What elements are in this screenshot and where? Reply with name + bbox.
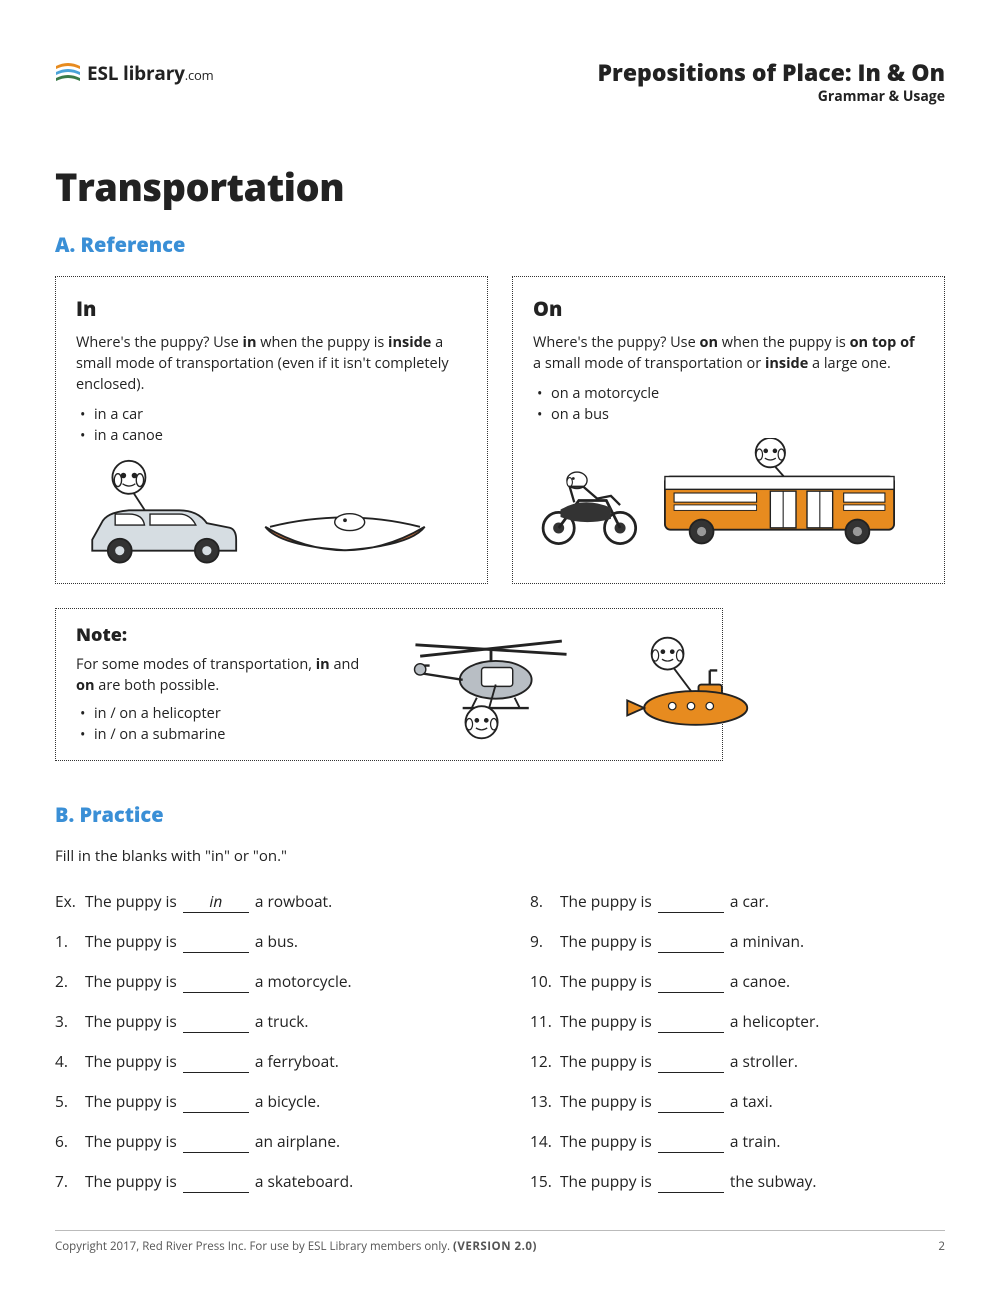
on-body: Where's the puppy? Use on when the puppy… — [533, 332, 924, 374]
page-header: ESL library.com Prepositions of Place: I… — [55, 60, 945, 106]
on-list: on a motorcycle on a bus — [533, 384, 924, 424]
blank-input[interactable] — [183, 970, 249, 993]
practice-item: 5.The puppy is a bicycle. — [55, 1090, 470, 1113]
list-item: on a motorcycle — [551, 384, 924, 403]
note-list: in / on a helicopter in / on a submarine — [76, 704, 376, 744]
practice-intro: Fill in the blanks with "in" or "on." — [55, 846, 945, 866]
reference-row: In Where's the puppy? Use in when the pu… — [55, 276, 945, 584]
blank-input[interactable] — [658, 1090, 724, 1113]
note-heading: Note: — [76, 623, 376, 647]
bus-icon — [657, 438, 902, 548]
blank-input[interactable] — [183, 1090, 249, 1113]
lesson-title: Prepositions of Place: In & On — [598, 60, 946, 85]
practice-item: 4.The puppy is a ferryboat. — [55, 1050, 470, 1073]
in-body: Where's the puppy? Use in when the puppy… — [76, 332, 467, 395]
practice-item: 6.The puppy is an airplane. — [55, 1130, 470, 1153]
blank-input[interactable] — [658, 1050, 724, 1073]
in-heading: In — [76, 295, 467, 322]
blank-input[interactable] — [658, 1130, 724, 1153]
logo-icon — [55, 62, 81, 84]
practice-columns: Ex. The puppy is in a rowboat. 1.The pup… — [55, 890, 945, 1210]
logo-text: ESL library.com — [87, 60, 213, 86]
practice-example: Ex. The puppy is in a rowboat. — [55, 890, 470, 913]
practice-item: 12.The puppy is a stroller. — [530, 1050, 945, 1073]
on-illustration — [533, 438, 924, 548]
in-box: In Where's the puppy? Use in when the pu… — [55, 276, 488, 584]
note-body: For some modes of transportation, in and… — [76, 655, 376, 696]
canoe-icon — [260, 494, 430, 569]
practice-col-left: Ex. The puppy is in a rowboat. 1.The pup… — [55, 890, 470, 1210]
page-number: 2 — [938, 1239, 945, 1254]
page-footer: Copyright 2017, Red River Press Inc. For… — [55, 1230, 945, 1254]
list-item: in a canoe — [94, 426, 467, 445]
practice-item: 7.The puppy is a skateboard. — [55, 1170, 470, 1193]
note-text: Note: For some modes of transportation, … — [76, 623, 376, 746]
worksheet-page: ESL library.com Prepositions of Place: I… — [0, 0, 1000, 1294]
header-right: Prepositions of Place: In & On Grammar &… — [598, 60, 946, 106]
on-heading: On — [533, 295, 924, 322]
practice-item: 1.The puppy is a bus. — [55, 930, 470, 953]
blank-input[interactable] — [183, 1130, 249, 1153]
motorcycle-icon — [533, 453, 643, 548]
practice-item: 14.The puppy is a train. — [530, 1130, 945, 1153]
section-b-heading: B. Practice — [55, 801, 945, 828]
practice-item: 8.The puppy is a car. — [530, 890, 945, 913]
on-box: On Where's the puppy? Use on when the pu… — [512, 276, 945, 584]
list-item: in a car — [94, 405, 467, 424]
note-row: Note: For some modes of transportation, … — [55, 608, 945, 761]
lesson-subtitle: Grammar & Usage — [598, 87, 946, 106]
blank-input[interactable] — [658, 890, 724, 913]
section-a-heading: A. Reference — [55, 231, 945, 258]
blank-input[interactable] — [183, 930, 249, 953]
list-item: in / on a helicopter — [94, 704, 376, 723]
car-icon — [76, 459, 246, 569]
practice-item: 3.The puppy is a truck. — [55, 1010, 470, 1033]
in-illustration — [76, 459, 467, 569]
helicopter-icon — [406, 627, 576, 742]
blank-input[interactable] — [658, 970, 724, 993]
list-item: in / on a submarine — [94, 725, 376, 744]
practice-col-right: 8.The puppy is a car. 9.The puppy is a mi… — [530, 890, 945, 1210]
brand-logo: ESL library.com — [55, 60, 213, 86]
practice-item: 9.The puppy is a minivan. — [530, 930, 945, 953]
blank-input[interactable] — [658, 930, 724, 953]
blank-input[interactable] — [183, 1010, 249, 1033]
blank-input[interactable] — [658, 1170, 724, 1193]
practice-item: 2.The puppy is a motorcycle. — [55, 970, 470, 993]
practice-item: 13.The puppy is a taxi. — [530, 1090, 945, 1113]
blank-filled: in — [183, 890, 249, 913]
list-item: on a bus — [551, 405, 924, 424]
blank-input[interactable] — [183, 1170, 249, 1193]
in-list: in a car in a canoe — [76, 405, 467, 445]
note-illustration — [406, 627, 766, 742]
blank-input[interactable] — [658, 1010, 724, 1033]
practice-item: 11.The puppy is a helicopter. — [530, 1010, 945, 1033]
practice-item: 10.The puppy is a canoe. — [530, 970, 945, 993]
copyright: Copyright 2017, Red River Press Inc. For… — [55, 1239, 537, 1254]
page-title: Transportation — [55, 161, 945, 213]
blank-input[interactable] — [183, 1050, 249, 1073]
note-box: Note: For some modes of transportation, … — [55, 608, 723, 761]
submarine-icon — [616, 632, 766, 737]
practice-item: 15.The puppy is the subway. — [530, 1170, 945, 1193]
